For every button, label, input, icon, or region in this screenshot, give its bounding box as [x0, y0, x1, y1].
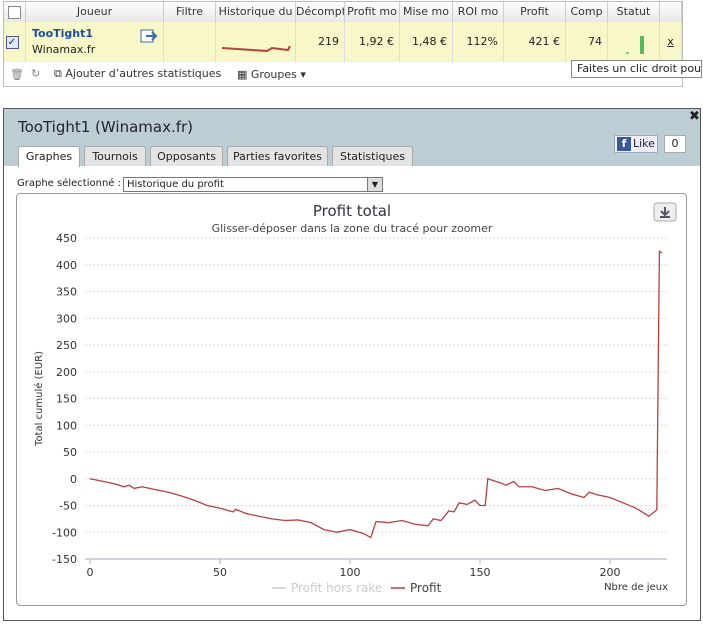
y-tick-label: 450: [56, 232, 77, 245]
header[interactable]: Profit: [504, 2, 566, 22]
chart-subtitle: Glisser-déposer dans la zone du tracé po…: [212, 222, 493, 235]
tab[interactable]: Parties favorites: [227, 146, 328, 166]
y-tick-label: 150: [56, 393, 77, 406]
y-tick-label: 50: [63, 446, 77, 459]
groups-label[interactable]: Groupes: [250, 68, 297, 81]
header[interactable]: Historique du: [216, 2, 296, 22]
series-line: [89, 250, 663, 539]
row-check[interactable]: ✓: [4, 22, 26, 62]
y-tick-label: 100: [56, 419, 77, 432]
graph-label: Graphe sélectionné :: [17, 178, 121, 189]
groups-menu[interactable]: ▦ Groupes ▾: [237, 68, 306, 81]
cell: 112%: [453, 22, 504, 62]
y-axis-label: Total cumulé (EUR): [33, 351, 45, 447]
cell: 421 €: [504, 22, 566, 62]
add-stats-label[interactable]: Ajouter d’autres statistiques: [65, 67, 222, 80]
x-axis-label: Nbre de jeux: [604, 582, 668, 593]
chart: Profit total Glisser-déposer dans la zone…: [33, 202, 677, 595]
header-check[interactable]: [4, 2, 26, 22]
y-tick-label: 200: [56, 366, 77, 379]
header[interactable]: Mise mo: [400, 2, 453, 22]
cell: 1,48 €: [400, 22, 453, 62]
download-icon: [660, 207, 670, 218]
delete-icon[interactable]: 🗑: [10, 68, 24, 81]
header[interactable]: Filtre: [164, 2, 216, 22]
y-tick-label: -50: [59, 500, 77, 513]
cell: 219: [296, 22, 345, 62]
chart-frame: [16, 193, 687, 606]
player-name[interactable]: TooTight1: [32, 27, 94, 40]
y-tick-label: -150: [52, 553, 77, 566]
sparkline: [222, 46, 291, 53]
header[interactable]: Joueur: [26, 2, 164, 22]
header[interactable]: Statut: [608, 2, 660, 22]
y-tick-label: 350: [56, 286, 77, 299]
legend-label[interactable]: Profit: [410, 581, 442, 595]
export-icon[interactable]: [140, 28, 158, 44]
x-tick-label: 200: [600, 566, 621, 579]
refresh-icon[interactable]: ↻: [31, 67, 41, 80]
tab[interactable]: Tournois: [84, 146, 146, 166]
header[interactable]: Décompte: [296, 2, 345, 22]
y-tick-label: -100: [52, 526, 77, 539]
header[interactable]: Comp: [566, 2, 608, 22]
legend-label[interactable]: Profit hors rake: [291, 581, 382, 595]
panel-title: TooTight1 (Winamax.fr): [18, 118, 194, 136]
header-blank: [660, 2, 682, 22]
close-button[interactable]: ✖: [689, 109, 700, 124]
x-tick-label: 0: [87, 566, 94, 579]
y-tick-label: 250: [56, 339, 77, 352]
player-cell: TooTight1 Winamax.fr: [26, 22, 164, 62]
x-tick-label: 150: [470, 566, 491, 579]
tab[interactable]: Opposants: [150, 146, 223, 166]
cell: 74: [566, 22, 608, 62]
graph-select[interactable]: Historique du profit ▼: [123, 177, 383, 192]
chart-title: Profit total: [313, 202, 391, 220]
tab[interactable]: Statistiques: [332, 146, 413, 166]
player-site: Winamax.fr: [32, 43, 96, 56]
header[interactable]: Profit mo: [345, 2, 400, 22]
x-tick-label: 100: [340, 566, 361, 579]
add-stats[interactable]: ⧉ Ajouter d’autres statistiques: [54, 67, 222, 80]
remove-link[interactable]: x: [660, 22, 682, 62]
header[interactable]: ROI mo: [453, 2, 504, 22]
like-count: 0: [664, 135, 686, 153]
status-cell: [608, 22, 660, 62]
sparkline-cell: [216, 22, 296, 62]
cell: 1,92 €: [345, 22, 400, 62]
players-grid: [3, 1, 683, 87]
y-tick-label: 0: [70, 473, 77, 486]
y-tick-label: 300: [56, 312, 77, 325]
y-tick-label: 400: [56, 259, 77, 272]
tab-active[interactable]: Graphes: [18, 146, 80, 167]
filter-cell: [164, 22, 216, 62]
tooltip: Faites un clic droit pour: [571, 60, 702, 78]
graph-select-value: Historique du profit: [127, 179, 224, 190]
x-tick-label: 50: [213, 566, 227, 579]
like-button[interactable]: f Like: [614, 135, 658, 153]
like-label[interactable]: Like: [633, 137, 655, 150]
